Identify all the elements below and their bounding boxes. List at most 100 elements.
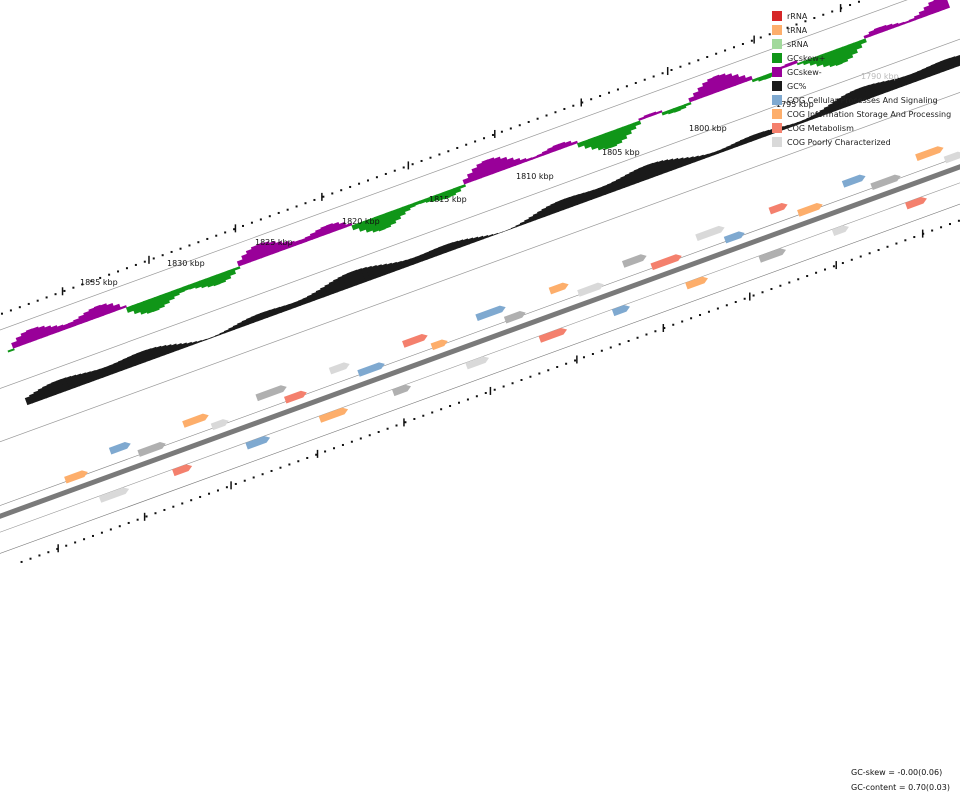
tick-dot bbox=[500, 130, 503, 133]
gc-content-bar bbox=[117, 359, 127, 371]
gene-arrow bbox=[915, 146, 944, 161]
tick-dot bbox=[36, 299, 39, 302]
tick-dot bbox=[368, 434, 371, 437]
gc-content-bar bbox=[792, 122, 799, 127]
tick-dot bbox=[429, 156, 432, 159]
tick-dot bbox=[99, 276, 102, 279]
gc-content-bar bbox=[888, 78, 898, 91]
legend-swatch bbox=[772, 11, 782, 21]
tick-dot bbox=[859, 255, 862, 258]
tick-dot bbox=[850, 258, 853, 261]
tick-dot bbox=[350, 440, 353, 443]
gc-skew-bar bbox=[784, 62, 793, 68]
gene-arrow bbox=[538, 327, 568, 343]
gene-arrow bbox=[685, 276, 708, 290]
tick-dot bbox=[625, 85, 628, 88]
gc-content-bar bbox=[497, 231, 503, 235]
gc-content-bar bbox=[615, 177, 626, 190]
tick-dot bbox=[358, 182, 361, 185]
gene-arrow bbox=[284, 390, 307, 404]
tick-dot bbox=[163, 508, 166, 511]
gc-content-bar bbox=[840, 94, 851, 108]
gc-content-bar bbox=[787, 123, 795, 129]
tick-dot bbox=[831, 10, 834, 13]
kbp-label: 1825 kbp bbox=[255, 238, 293, 247]
gc-content-bar bbox=[801, 118, 809, 124]
tick-dot bbox=[599, 94, 602, 97]
tick-dot bbox=[600, 349, 603, 352]
tick-dot bbox=[511, 382, 514, 385]
gc-skew-bar bbox=[487, 157, 499, 175]
gc-skew-bar bbox=[93, 304, 105, 318]
gc-content-bar bbox=[845, 92, 856, 106]
gc-skew-bar bbox=[707, 77, 719, 95]
tick-dot bbox=[375, 176, 378, 179]
tick-dot bbox=[243, 479, 246, 482]
tick-dot bbox=[616, 88, 619, 91]
gc-skew-stat: GC-skew = -0.00(0.06) bbox=[851, 768, 943, 777]
gc-skew-bar bbox=[757, 75, 766, 82]
legend-label: GCskew- bbox=[787, 67, 822, 77]
gene-arrow bbox=[831, 225, 849, 237]
tick-dot bbox=[154, 512, 157, 515]
tick-dot bbox=[56, 547, 59, 550]
tick-dot bbox=[493, 388, 496, 391]
tick-dot bbox=[806, 275, 809, 278]
gene-arrow bbox=[548, 282, 569, 295]
gc-content-bar bbox=[210, 335, 217, 339]
gc-skew-bar bbox=[424, 196, 433, 203]
tick-dot bbox=[216, 489, 219, 492]
gc-content-bar bbox=[487, 234, 494, 238]
tick-dot bbox=[277, 211, 280, 214]
tick-dot bbox=[242, 224, 245, 227]
gc-skew-bar bbox=[712, 74, 725, 93]
gc-skew-bar bbox=[731, 73, 742, 86]
gc-skew-bar bbox=[605, 130, 618, 149]
gc-content-bar bbox=[501, 229, 508, 233]
tick-dot bbox=[145, 515, 148, 518]
gc-skew-bar bbox=[245, 248, 257, 263]
tick-dot bbox=[224, 231, 227, 234]
tick-dot bbox=[707, 310, 710, 313]
gc-skew-track bbox=[7, 0, 951, 353]
gc-content-bar bbox=[155, 345, 165, 358]
tick-dot bbox=[47, 551, 50, 554]
gc-content-bar bbox=[707, 152, 715, 158]
tick-dot bbox=[259, 218, 262, 221]
gc-content-bar bbox=[554, 200, 564, 212]
gc-skew-bar bbox=[112, 303, 122, 312]
gc-content-bar bbox=[806, 116, 813, 122]
tick-dot bbox=[402, 166, 405, 169]
gc-skew-bar bbox=[344, 222, 353, 228]
tick-dot bbox=[190, 499, 193, 502]
tick-dot bbox=[54, 293, 57, 296]
gc-content-bar bbox=[564, 196, 574, 209]
tick-dot bbox=[270, 469, 273, 472]
gc-stats: GC-skew = -0.00(0.06) GC-content = 0.70(… bbox=[851, 765, 950, 795]
tick-dot bbox=[484, 391, 487, 394]
tick-dot bbox=[465, 143, 468, 146]
gc-content-bar bbox=[337, 275, 348, 291]
tick-dot bbox=[331, 192, 334, 195]
gc-content-bar bbox=[849, 89, 860, 105]
tick-dot bbox=[384, 172, 387, 175]
tick-dot bbox=[172, 505, 175, 508]
gene-arrow bbox=[577, 282, 604, 297]
gc-content-bar bbox=[60, 377, 71, 392]
tick-dot bbox=[250, 221, 253, 224]
tick-dot bbox=[518, 124, 521, 127]
gc-content-track bbox=[24, 53, 960, 406]
tick-dot bbox=[670, 68, 673, 71]
gc-skew-bar bbox=[638, 116, 646, 121]
gene-arrow bbox=[611, 305, 630, 317]
gc-skew-bar bbox=[476, 162, 488, 179]
tick-dot bbox=[125, 267, 128, 270]
gc-content-bar bbox=[113, 361, 123, 373]
gc-skew-bar bbox=[493, 156, 505, 173]
gc-skew-bar bbox=[37, 325, 48, 339]
gc-skew-bar bbox=[481, 159, 494, 177]
kbp-tick-marks bbox=[0, 0, 960, 563]
gc-skew-bar bbox=[148, 296, 160, 312]
gc-content-bar bbox=[573, 193, 583, 206]
gc-content-bar bbox=[954, 54, 960, 67]
